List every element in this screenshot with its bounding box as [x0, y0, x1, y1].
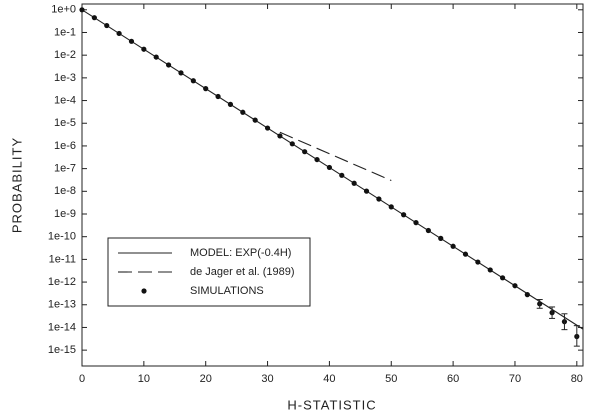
simulation-point — [413, 220, 419, 226]
simulation-point — [314, 156, 320, 163]
y-tick-label: 1e-2 — [54, 49, 76, 61]
y-tick-label: 1e-8 — [54, 185, 76, 197]
simulation-point — [401, 212, 407, 218]
simulation-point — [153, 54, 159, 60]
y-tick-label: 1e-11 — [49, 253, 76, 265]
y-tick-label: 1e-7 — [54, 163, 76, 175]
simulation-point — [141, 46, 147, 52]
y-tick-label: 1e-15 — [48, 344, 76, 356]
x-tick-label: 10 — [138, 373, 150, 385]
simulation-point — [252, 117, 258, 123]
simulation-point — [462, 251, 469, 257]
legend-label: MODEL: EXP(-0.4H) — [190, 247, 291, 259]
y-tick-label: 1e-13 — [48, 299, 76, 311]
simulation-point — [388, 204, 394, 210]
x-tick-label: 30 — [261, 373, 273, 385]
legend-label: SIMULATIONS — [190, 285, 264, 297]
simulation-point — [475, 259, 481, 265]
legend-symbol — [141, 288, 147, 294]
y-tick-label: 1e-6 — [54, 140, 76, 152]
x-tick-label: 20 — [200, 373, 212, 385]
model-line — [81, 9, 584, 330]
y-tick-label: 1e-3 — [54, 72, 76, 84]
simulation-point — [215, 93, 221, 100]
simulation-point — [438, 235, 444, 241]
simulation-point — [104, 22, 110, 29]
simulation-point — [128, 38, 135, 44]
dejager-line — [279, 131, 392, 182]
y-tick-label: 1e-4 — [54, 94, 76, 106]
simulation-point — [376, 196, 382, 202]
simulation-point — [116, 30, 122, 37]
x-tick-label: 80 — [571, 373, 583, 385]
simulation-point — [91, 15, 97, 21]
x-tick-label: 40 — [323, 373, 335, 385]
y-tick-label: 1e+0 — [51, 4, 76, 16]
simulation-point — [351, 180, 357, 186]
simulation-point — [499, 275, 506, 281]
simulation-point — [277, 133, 283, 139]
simulation-point — [512, 283, 518, 289]
simulation-point — [302, 149, 308, 155]
simulation-point — [524, 292, 530, 298]
simulation-point — [178, 70, 184, 76]
simulation-point — [190, 78, 196, 84]
y-tick-label: 1e-1 — [54, 26, 76, 38]
y-axis-label: PROBABILITY — [9, 137, 24, 233]
simulation-point — [227, 101, 234, 107]
simulation-point — [450, 243, 456, 249]
y-tick-label: 1e-14 — [48, 321, 76, 333]
x-tick-label: 50 — [385, 373, 397, 385]
plot-frame — [81, 3, 584, 367]
simulation-point — [487, 267, 493, 273]
x-tick-label: 0 — [79, 373, 85, 385]
x-tick-label: 60 — [447, 373, 459, 385]
simulation-point — [264, 125, 271, 131]
simulation-point — [240, 109, 246, 115]
simulation-point — [339, 172, 345, 178]
x-tick-label: 70 — [509, 373, 521, 385]
simulation-point — [425, 227, 431, 234]
simulation-point — [289, 141, 295, 147]
y-tick-label: 1e-12 — [48, 276, 76, 288]
simulation-point — [79, 7, 85, 13]
simulation-point — [326, 164, 333, 171]
simulation-point — [165, 62, 172, 68]
y-tick-label: 1e-5 — [54, 117, 76, 129]
y-tick-label: 1e-9 — [54, 208, 76, 220]
simulation-point — [363, 188, 370, 194]
x-axis-label: H-STATISTIC — [287, 397, 376, 412]
simulation-point — [203, 86, 209, 92]
legend-label: de Jager et al. (1989) — [190, 266, 295, 278]
y-tick-label: 1e-10 — [48, 231, 76, 243]
